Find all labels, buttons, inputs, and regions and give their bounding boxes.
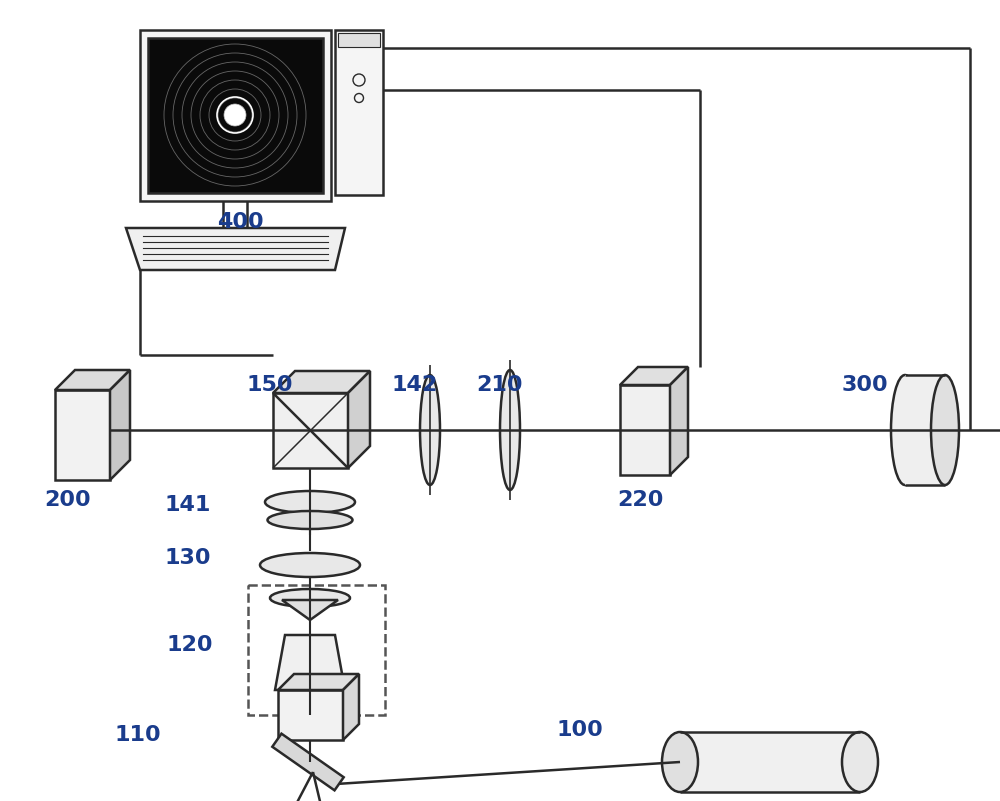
Ellipse shape	[268, 511, 352, 529]
Text: 220: 220	[617, 490, 663, 510]
Bar	[248, 585, 385, 715]
Ellipse shape	[420, 375, 440, 485]
Ellipse shape	[842, 732, 878, 792]
Polygon shape	[275, 635, 345, 690]
Bar	[905, 375, 945, 485]
Bar	[335, 30, 383, 195]
Bar	[338, 33, 380, 47]
Text: 100: 100	[557, 720, 603, 740]
Polygon shape	[278, 674, 359, 690]
Polygon shape	[273, 371, 370, 393]
Ellipse shape	[224, 104, 246, 126]
Text: 120: 120	[167, 635, 213, 655]
Ellipse shape	[265, 491, 355, 513]
Text: 110: 110	[115, 725, 161, 745]
Text: 200: 200	[45, 490, 91, 510]
Polygon shape	[670, 367, 688, 475]
Ellipse shape	[260, 553, 360, 577]
Bar	[148, 38, 323, 193]
Bar	[620, 385, 670, 475]
Bar	[680, 732, 860, 792]
Bar	[273, 393, 348, 468]
Text: 400: 400	[217, 212, 263, 232]
Polygon shape	[272, 734, 344, 791]
Ellipse shape	[270, 589, 350, 607]
Text: 130: 130	[165, 548, 211, 568]
Text: 210: 210	[477, 375, 523, 395]
Polygon shape	[348, 371, 370, 468]
Polygon shape	[620, 367, 688, 385]
Ellipse shape	[931, 375, 959, 485]
Bar	[140, 30, 331, 201]
Ellipse shape	[891, 375, 919, 485]
Text: 300: 300	[842, 375, 888, 395]
Polygon shape	[55, 370, 130, 390]
Bar	[278, 690, 343, 740]
Polygon shape	[110, 370, 130, 480]
Text: 141: 141	[165, 495, 211, 515]
Ellipse shape	[662, 732, 698, 792]
Text: 142: 142	[392, 375, 438, 395]
Polygon shape	[343, 674, 359, 740]
Polygon shape	[126, 228, 345, 270]
Bar	[55, 390, 110, 480]
Ellipse shape	[500, 370, 520, 490]
Text: 150: 150	[247, 375, 293, 395]
Polygon shape	[282, 600, 338, 620]
